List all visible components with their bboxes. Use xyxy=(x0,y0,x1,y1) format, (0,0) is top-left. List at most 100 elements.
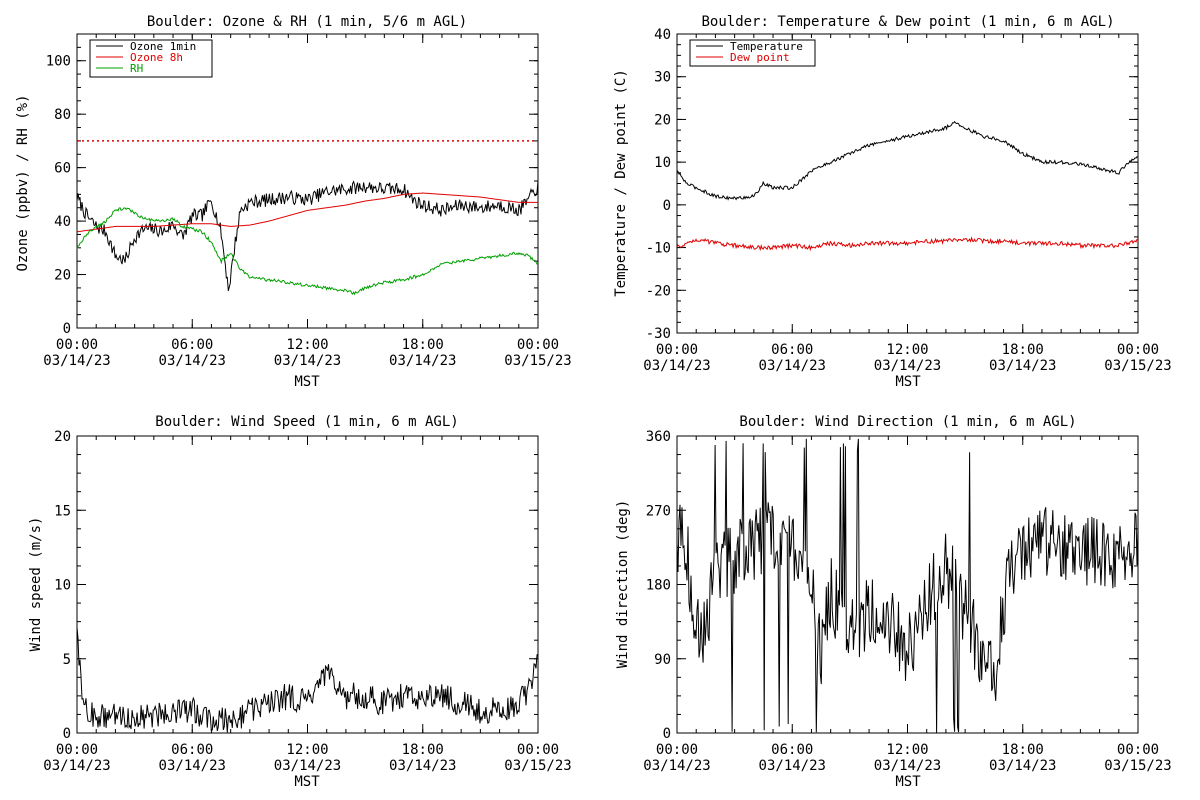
y-tick-label: 15 xyxy=(54,503,71,519)
y-tick-label: 5 xyxy=(63,652,71,668)
y-tick-label: 10 xyxy=(654,155,671,171)
y-tick-label: 0 xyxy=(663,198,671,214)
y-tick-label: 40 xyxy=(54,214,71,230)
plot-frame xyxy=(76,33,539,329)
y-tick-label: 270 xyxy=(646,503,671,519)
x-tick-label-time: 00:00 xyxy=(56,742,98,758)
x-axis-label: MST xyxy=(895,374,921,390)
panel-temperature-dewpoint: Boulder: Temperature & Dew point (1 min,… xyxy=(613,14,1172,390)
y-axis-label: Wind speed (m/s) xyxy=(28,517,44,652)
chart-title: Boulder: Wind Direction (1 min, 6 m AGL) xyxy=(739,414,1076,430)
x-tick-label-time: 00:00 xyxy=(1117,342,1159,358)
y-tick-label: 10 xyxy=(54,578,71,594)
y-tick-label: 30 xyxy=(654,70,671,86)
y-tick-label: -30 xyxy=(646,326,671,342)
y-tick-label: 180 xyxy=(646,578,671,594)
y-tick-label: 100 xyxy=(46,54,71,70)
x-tick-label-date: 03/14/23 xyxy=(43,758,110,774)
legend-box xyxy=(689,39,816,67)
legend-label: RH xyxy=(130,62,143,75)
y-tick-label: 20 xyxy=(654,112,671,128)
x-tick-label-date: 03/14/23 xyxy=(874,358,941,374)
y-axis-label: Ozone (ppbv) / RH (%) xyxy=(15,94,31,271)
y-tick-label: 0 xyxy=(663,726,671,742)
x-axis-label: MST xyxy=(294,774,320,790)
x-tick-label-date: 03/15/23 xyxy=(504,758,571,774)
x-tick-label-date: 03/14/23 xyxy=(159,353,226,369)
plot-frame xyxy=(76,435,539,734)
y-tick-label: 20 xyxy=(54,268,71,284)
y-axis-label: Wind direction (deg) xyxy=(615,500,631,669)
x-tick-label-time: 00:00 xyxy=(656,342,698,358)
x-tick-label-date: 03/14/23 xyxy=(989,758,1056,774)
x-tick-label-time: 18:00 xyxy=(402,742,444,758)
x-axis-label: MST xyxy=(895,774,921,790)
x-tick-label-date: 03/14/23 xyxy=(759,358,826,374)
x-tick-label-time: 12:00 xyxy=(886,742,928,758)
series-line-data xyxy=(676,438,1139,733)
series-line-ozone-1min xyxy=(76,180,539,292)
panel-wind-speed: Boulder: Wind Speed (1 min, 6 m AGL) Win… xyxy=(28,414,572,790)
y-tick-label: 60 xyxy=(54,161,71,177)
chart-title: Boulder: Temperature & Dew point (1 min,… xyxy=(701,14,1114,30)
chart-title: Boulder: Wind Speed (1 min, 6 m AGL) xyxy=(155,414,458,430)
y-tick-label: 80 xyxy=(54,107,71,123)
x-tick-label-time: 00:00 xyxy=(656,742,698,758)
x-tick-label-time: 06:00 xyxy=(171,337,213,353)
plot-frame xyxy=(676,33,1139,334)
x-tick-label-time: 00:00 xyxy=(56,337,98,353)
x-tick-label-time: 00:00 xyxy=(517,337,559,353)
x-tick-label-time: 06:00 xyxy=(771,742,813,758)
y-tick-label: 0 xyxy=(63,321,71,337)
series-line-ozone-8h xyxy=(76,192,538,233)
y-tick-label: 20 xyxy=(54,429,71,445)
plot-area: 02040608010000:0003/14/2306:0003/14/2312… xyxy=(43,33,572,369)
x-tick-label-date: 03/15/23 xyxy=(1104,358,1171,374)
series-line-dew-point xyxy=(676,236,1139,252)
series-line-temperature xyxy=(676,120,1139,201)
plot-area: 09018027036000:0003/14/2306:0003/14/2312… xyxy=(643,429,1171,774)
x-tick-label-date: 03/14/23 xyxy=(759,758,826,774)
series-line-rh xyxy=(76,207,539,296)
y-tick-label: 0 xyxy=(63,726,71,742)
x-tick-label-date: 03/14/23 xyxy=(389,353,456,369)
plot-area: -30-20-1001020304000:0003/14/2306:0003/1… xyxy=(643,27,1171,374)
x-tick-label-time: 12:00 xyxy=(886,342,928,358)
y-tick-label: 90 xyxy=(654,652,671,668)
x-tick-label-time: 06:00 xyxy=(771,342,813,358)
x-tick-label-date: 03/14/23 xyxy=(989,358,1056,374)
x-tick-label-date: 03/14/23 xyxy=(274,758,341,774)
plot-frame xyxy=(676,435,1139,734)
y-axis-label: Temperature / Dew point (C) xyxy=(613,69,629,297)
legend-label: Dew point xyxy=(730,51,790,64)
legend-label: Temperature xyxy=(730,40,803,53)
y-tick-label: 360 xyxy=(646,429,671,445)
x-tick-label-time: 06:00 xyxy=(171,742,213,758)
panel-ozone-rh: Boulder: Ozone & RH (1 min, 5/6 m AGL) O… xyxy=(15,14,572,390)
legend-label: Ozone 1min xyxy=(130,40,196,53)
x-tick-label-time: 12:00 xyxy=(286,337,328,353)
x-tick-label-date: 03/15/23 xyxy=(1104,758,1171,774)
x-tick-label-time: 12:00 xyxy=(286,742,328,758)
x-axis-label: MST xyxy=(294,374,320,390)
y-tick-label: -10 xyxy=(646,241,671,257)
x-tick-label-date: 03/14/23 xyxy=(643,758,710,774)
panel-wind-direction: Boulder: Wind Direction (1 min, 6 m AGL)… xyxy=(615,414,1172,790)
x-tick-label-time: 18:00 xyxy=(1002,342,1044,358)
plot-area: 0510152000:0003/14/2306:0003/14/2312:000… xyxy=(43,429,571,774)
x-tick-label-time: 00:00 xyxy=(1117,742,1159,758)
series-line-data xyxy=(76,627,539,733)
x-tick-label-date: 03/15/23 xyxy=(504,353,571,369)
x-tick-label-date: 03/14/23 xyxy=(274,353,341,369)
y-tick-label: -20 xyxy=(646,283,671,299)
legend-label: Ozone 8h xyxy=(130,51,183,64)
x-tick-label-time: 18:00 xyxy=(402,337,444,353)
chart-title: Boulder: Ozone & RH (1 min, 5/6 m AGL) xyxy=(147,14,467,30)
x-tick-label-time: 00:00 xyxy=(517,742,559,758)
x-tick-label-date: 03/14/23 xyxy=(874,758,941,774)
x-tick-label-date: 03/14/23 xyxy=(643,358,710,374)
x-tick-label-date: 03/14/23 xyxy=(43,353,110,369)
x-tick-label-time: 18:00 xyxy=(1002,742,1044,758)
x-tick-label-date: 03/14/23 xyxy=(159,758,226,774)
